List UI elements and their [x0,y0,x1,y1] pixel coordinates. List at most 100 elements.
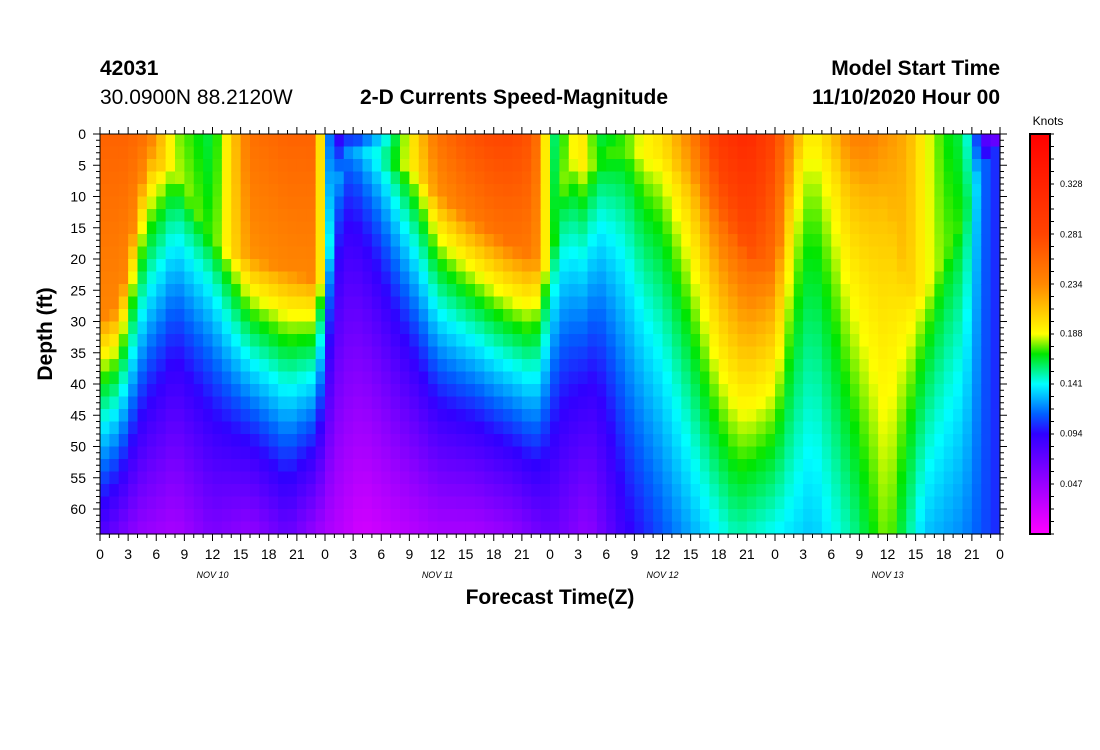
heatmap-cell [484,459,495,473]
heatmap-cell [212,296,223,310]
heatmap-cell [287,246,298,260]
heatmap-cell [971,409,982,423]
heatmap-cell [671,459,682,473]
heatmap-cell [934,334,945,348]
heatmap-cell [690,496,701,510]
heatmap-cell [400,509,410,523]
heatmap-cell [400,284,410,298]
heatmap-cell [184,196,195,210]
heatmap-cell [325,434,335,448]
heatmap-cell [109,371,120,385]
heatmap-cell [709,346,720,360]
heatmap-cell [662,246,673,260]
heatmap-cell [175,196,185,210]
heatmap-cell [746,271,757,285]
heatmap-cell [428,446,439,460]
heatmap-cell [371,196,382,210]
heatmap-cell [390,171,401,185]
heatmap-cell [671,159,682,173]
heatmap-cell [250,271,260,285]
heatmap-cell [503,384,514,398]
heatmap-cell [175,146,185,160]
heatmap-cell [690,134,701,148]
heatmap-cell [484,471,495,485]
heatmap-cell [803,221,814,235]
heatmap-cell [859,521,870,535]
heatmap-cell [175,309,185,323]
heatmap-cell [362,184,373,198]
y-axis-title: Depth (ft) [34,287,57,380]
heatmap-cell [868,484,879,498]
heatmap-cell [596,421,607,435]
heatmap-cell [690,521,701,535]
heatmap-cell [259,321,270,335]
heatmap-cell [568,234,579,248]
heatmap-cell [906,409,917,423]
heatmap-cell [325,471,335,485]
heatmap-cell [643,196,654,210]
heatmap-cell [971,246,982,260]
heatmap-cell [193,459,204,473]
heatmap-cell [334,434,345,448]
heatmap-cell [212,371,223,385]
heatmap-cell [212,171,223,185]
heatmap-cell [193,184,204,198]
heatmap-cell [362,271,373,285]
heatmap-cell [278,271,289,285]
heatmap-cell [859,171,870,185]
heatmap-cell [793,196,804,210]
heatmap-cell [878,384,889,398]
heatmap-cell [259,396,270,410]
heatmap-cell [418,421,429,435]
heatmap-cell [231,459,242,473]
heatmap-cell [775,134,785,148]
heatmap-cell [625,346,635,360]
heatmap-cell [971,321,982,335]
heatmap-cell [840,284,851,298]
heatmap-cell [409,321,420,335]
heatmap-cell [325,246,335,260]
heatmap-cell [887,296,898,310]
heatmap-cell [615,309,626,323]
heatmap-cell [100,396,110,410]
heatmap-cell [278,296,289,310]
heatmap-cell [878,521,889,535]
heatmap-cell [165,509,176,523]
heatmap-cell [578,296,589,310]
heatmap-cell [531,321,542,335]
heatmap-cell [990,384,1001,398]
heatmap-cell [437,159,448,173]
heatmap-cell [175,521,185,535]
heatmap-cell [568,221,579,235]
heatmap-cell [268,434,279,448]
heatmap-cell [353,184,364,198]
heatmap-cell [803,371,814,385]
heatmap-cell [615,296,626,310]
heatmap-cell [746,159,757,173]
heatmap-cell [831,409,842,423]
heatmap-cell [512,259,523,273]
heatmap-cell [381,159,392,173]
heatmap-cell [437,246,448,260]
heatmap-cell [850,434,860,448]
heatmap-cell [953,421,964,435]
heatmap-cell [681,146,692,160]
heatmap-cell [821,209,832,223]
heatmap-cell [118,396,129,410]
heatmap-cell [831,434,842,448]
heatmap-cell [250,334,260,348]
heatmap-cell [587,134,598,148]
heatmap-cell [146,471,157,485]
heatmap-cell [850,359,860,373]
heatmap-cell [306,359,317,373]
heatmap-cell [109,209,120,223]
heatmap-cell [812,509,823,523]
heatmap-cell [446,146,457,160]
heatmap-cell [428,521,439,535]
heatmap-cell [615,509,626,523]
heatmap-cell [531,221,542,235]
heatmap-cell [615,321,626,335]
heatmap-cell [559,184,570,198]
heatmap-cell [925,209,935,223]
heatmap-cell [868,159,879,173]
